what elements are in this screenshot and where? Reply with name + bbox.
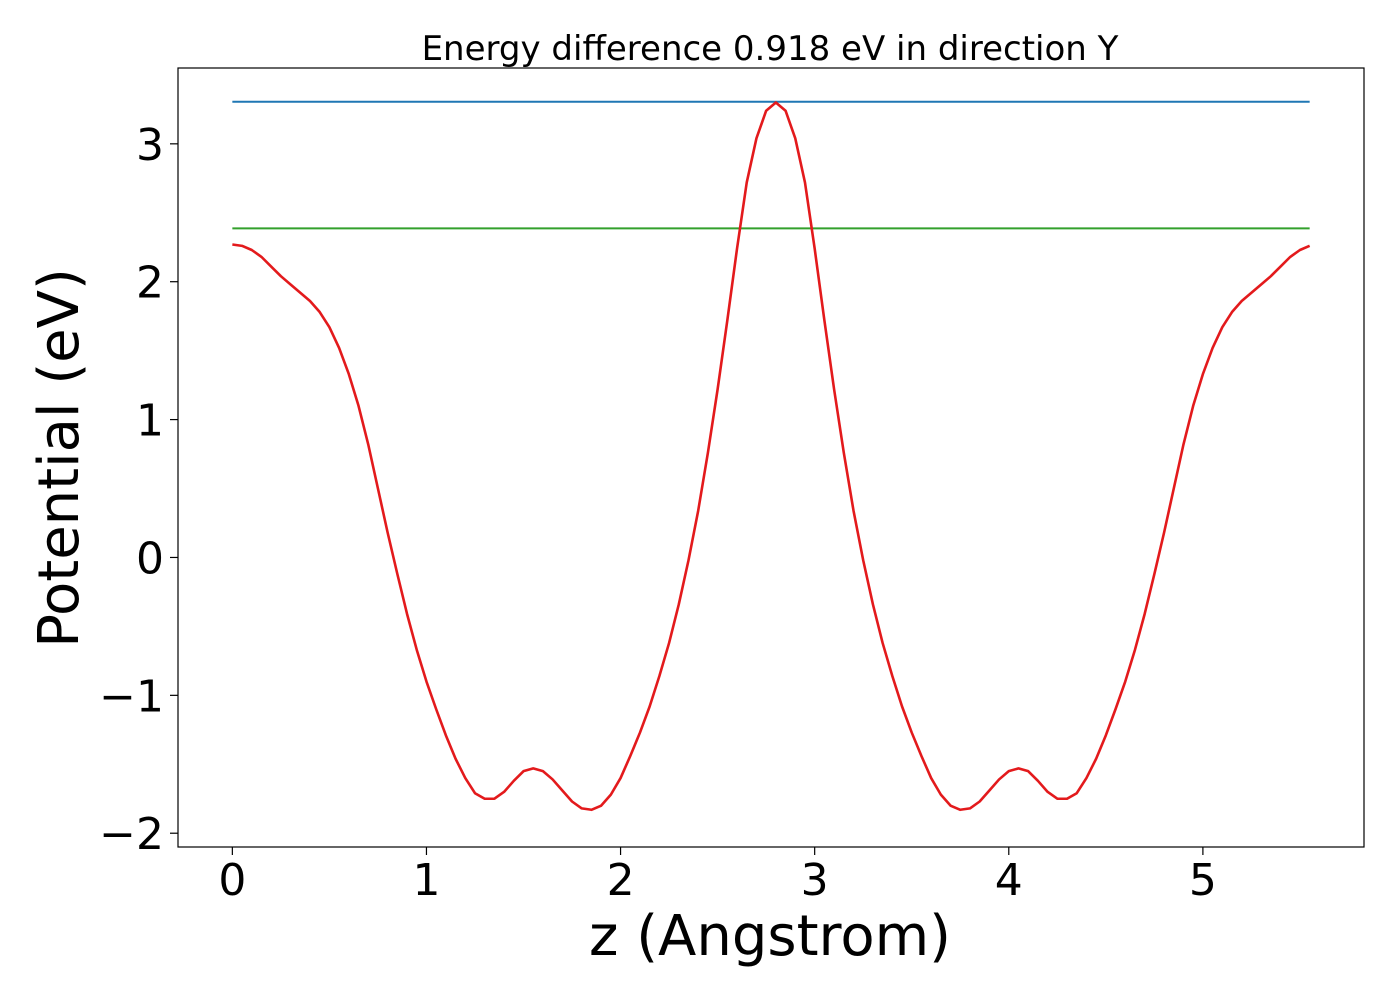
- x-tick-label-4: 4: [995, 855, 1023, 906]
- plot-area: [177, 67, 1365, 848]
- y-axis-label: Potential (eV): [27, 268, 92, 648]
- potential-curve: [232, 101, 1311, 812]
- ticks-layer: 0 1 2 3 4 5 −2 −1 0 1 2 3: [99, 120, 1217, 906]
- y-tick-label-4: 2: [136, 258, 164, 309]
- chart-title: Energy difference 0.918 eV in direction …: [422, 29, 1119, 69]
- y-tick-label-2: 0: [136, 533, 164, 584]
- x-tick-label-5: 5: [1189, 855, 1217, 906]
- x-tick-label-3: 3: [801, 855, 829, 906]
- y-tick-label-0: −2: [99, 809, 164, 860]
- series-layer: [232, 100, 1311, 812]
- y-tick-label-3: 1: [136, 396, 164, 447]
- x-tick-label-0: 0: [218, 855, 246, 906]
- y-tick-label-5: 3: [136, 120, 164, 171]
- x-tick-label-2: 2: [607, 855, 635, 906]
- y-tick-label-1: −1: [99, 671, 164, 722]
- x-axis-label: z (Angstrom): [589, 904, 951, 969]
- x-tick-label-1: 1: [412, 855, 440, 906]
